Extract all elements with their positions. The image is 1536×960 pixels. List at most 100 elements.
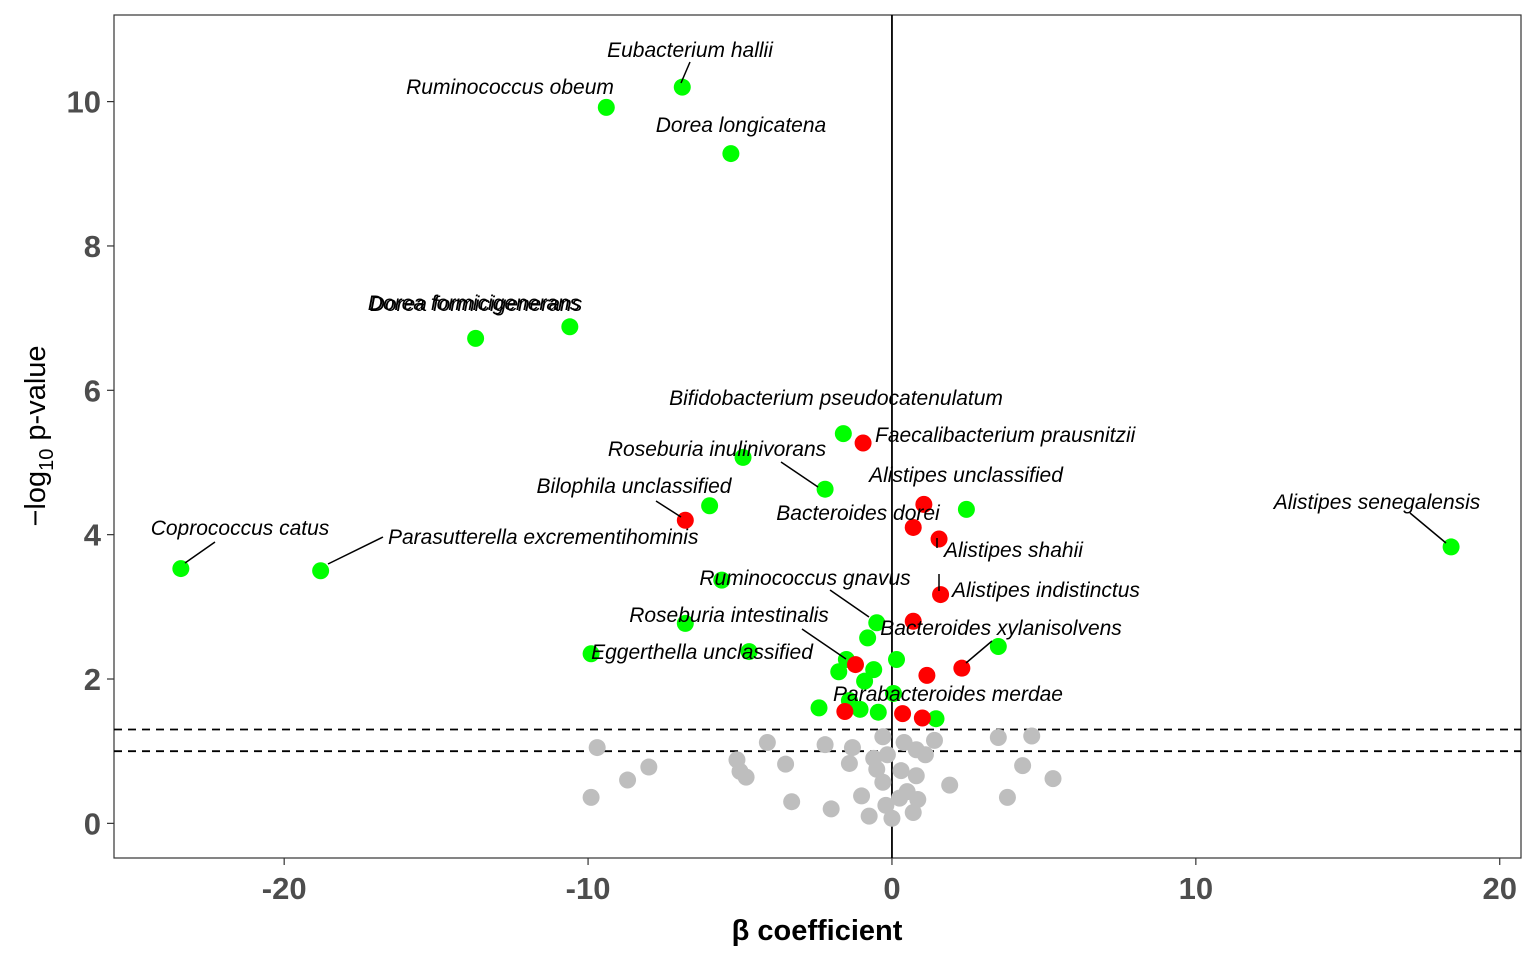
point-label: Bacteroides dorei [776, 502, 941, 525]
labeled-point [904, 518, 922, 536]
point-label: Faecalibacterium prausnitzii [875, 424, 1137, 447]
labeled-point [673, 78, 691, 96]
labeled-point [676, 511, 694, 529]
point-label: Roseburia inulinivorans [608, 438, 827, 461]
significant-point [865, 661, 883, 679]
nonsignificant-point [877, 796, 895, 814]
label-leader-line [801, 628, 847, 660]
point-label: Bifidobacterium pseudocatenulatum [669, 387, 1003, 410]
x-tick-label: -20 [262, 871, 307, 906]
point-label: Eubacterium hallii [607, 39, 774, 62]
significant-point [888, 651, 906, 669]
point-label: Parabacteroides merdae [833, 683, 1063, 706]
significant-point [856, 672, 874, 690]
labeled-point [868, 614, 886, 632]
nonsignificant-point [941, 776, 959, 794]
nonsignificant-point [816, 736, 834, 754]
point-label: Alistipes shahii [942, 539, 1084, 562]
label-leader-line [655, 500, 682, 518]
nonsignificant-point [878, 746, 896, 764]
significant-point [918, 666, 936, 684]
point-label: Dorea formicigenerans [368, 292, 581, 315]
significant-points [172, 78, 1460, 728]
labeled-point [312, 562, 330, 580]
nonsignificant-points [582, 727, 1062, 827]
labeled-point [1442, 538, 1460, 556]
labeled-point [582, 645, 600, 663]
point-label: Roseburia intestinalis [629, 604, 829, 627]
x-axis: -20 -10 0 10 20 [262, 858, 1517, 906]
significant-point [734, 448, 752, 466]
significant-point [953, 659, 971, 677]
significant-point [859, 629, 877, 647]
label-leader-line [780, 461, 819, 488]
y-axis-title-main: −log [20, 471, 52, 527]
label-leader-line [965, 640, 993, 664]
label-leader-line [829, 589, 870, 618]
nonsignificant-point [1023, 727, 1041, 745]
nonsignificant-point [582, 788, 600, 806]
nonsignificant-point [989, 728, 1007, 746]
label-leader-lines [184, 61, 1447, 664]
nonsignificant-point [853, 787, 871, 805]
point-label: Bacteroides xylanisolvens [880, 617, 1122, 640]
nonsignificant-point [758, 734, 776, 752]
significant-point [701, 497, 719, 515]
point-label: Alistipes indistinctus [950, 579, 1140, 602]
y-axis-title-tail: p-value [20, 345, 52, 448]
nonsignificant-point [868, 760, 886, 778]
significant-point [740, 643, 758, 661]
nonsignificant-point [640, 758, 658, 776]
y-tick-label: 10 [67, 85, 101, 120]
point-label: Bilophila unclassified [537, 475, 733, 498]
nonsignificant-point [843, 739, 861, 757]
significant-point [869, 703, 887, 721]
nonsignificant-point [874, 728, 892, 746]
y-tick-label: 6 [84, 373, 101, 408]
significant-point [904, 612, 922, 630]
nonsignificant-point [874, 773, 892, 791]
nonsignificant-point [892, 762, 910, 780]
labeled-point [172, 560, 190, 578]
point-label: Alistipes unclassified [867, 464, 1064, 487]
label-leader-line [1409, 512, 1447, 544]
nonsignificant-point [998, 788, 1016, 806]
threshold-lines [114, 728, 1521, 753]
labeled-point [932, 586, 950, 604]
nonsignificant-point [916, 746, 934, 764]
significant-point [884, 684, 902, 702]
nonsignificant-point [907, 767, 925, 785]
y-tick-label: 4 [84, 518, 102, 553]
nonsignificant-point [1014, 757, 1032, 775]
labeled-point [722, 145, 740, 163]
y-axis-title: −log10 p-value [20, 345, 58, 526]
nonsignificant-point [1044, 770, 1062, 788]
labeled-point [915, 495, 933, 513]
nonsignificant-point [898, 783, 916, 801]
significant-point [894, 705, 912, 723]
point-label: Ruminococcus obeum [406, 76, 614, 99]
nonsignificant-point [588, 739, 606, 757]
nonsignificant-point [925, 731, 943, 749]
nonsignificant-point [840, 754, 858, 772]
point-labels: Eubacterium hallii Ruminococcus obeum Dore… [151, 39, 1481, 706]
label-leader-line [680, 61, 691, 84]
significant-point [957, 500, 975, 518]
significant-point [830, 663, 848, 681]
x-axis-title: β coefficient [732, 915, 903, 947]
point-label: Eggerthella unclassified [591, 641, 814, 664]
nonsignificant-point [777, 755, 795, 773]
nonsignificant-point [619, 771, 637, 789]
significant-point [713, 571, 731, 589]
x-tick-label: -10 [566, 871, 611, 906]
significant-point [851, 700, 869, 718]
labeled-point [989, 638, 1007, 656]
nonsignificant-point [904, 804, 922, 822]
labeled-point [834, 425, 852, 443]
label-leader-line [184, 541, 216, 564]
point-label: Coprococcus catus [151, 517, 330, 540]
labeled-point [846, 656, 864, 674]
y-tick-label: 0 [84, 806, 101, 841]
x-tick-label: 20 [1482, 871, 1516, 906]
